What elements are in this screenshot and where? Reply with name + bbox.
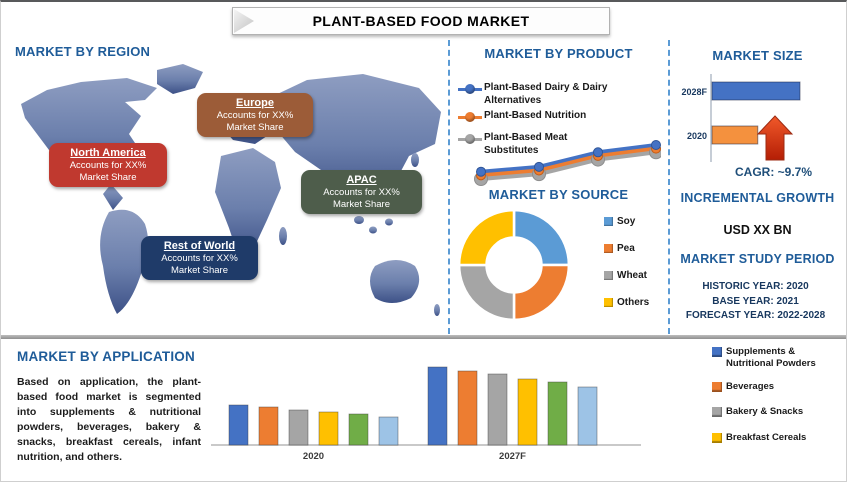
forecast-year: FORECAST YEAR: 2022-2028 (685, 310, 826, 321)
page-title-text: PLANT-BASED FOOD MARKET (312, 13, 530, 29)
line-marker-icon (458, 133, 482, 145)
region-callout-apac: APAC Accounts for XX% Market Share (301, 170, 422, 214)
legend-item: Breakfast Cereals (712, 432, 844, 444)
callout-line1: Accounts for XX% (69, 160, 147, 171)
application-paragraph: Based on application, the plant-based fo… (17, 376, 201, 463)
callout-title: Rest of World (163, 240, 236, 252)
legend-item: Plant-Based Meat Substitutes (458, 132, 608, 157)
legend-label: Others (617, 297, 650, 308)
swatch-icon (712, 347, 722, 357)
svg-text:2028F: 2028F (681, 87, 707, 97)
market-size-bar-chart: 2028F 2020 (681, 74, 801, 162)
horizontal-divider (1, 335, 846, 339)
svg-text:2020: 2020 (303, 451, 324, 462)
product-heading: MARKET BY PRODUCT (484, 46, 633, 61)
callout-line2: Market Share (226, 122, 284, 133)
legend-label: Breakfast Cereals (726, 432, 807, 444)
market-size-heading: MARKET SIZE (712, 48, 803, 63)
callout-line1: Accounts for XX% (161, 253, 238, 264)
legend-item: Soy (604, 216, 649, 227)
swatch-icon (604, 271, 613, 280)
chevron-right-icon (234, 9, 254, 33)
line-marker-icon (458, 111, 482, 123)
legend-label: Wheat (617, 270, 647, 281)
callout-title: North America (70, 147, 146, 159)
legend-label: Plant-Based Dairy & Dairy Alternatives (484, 82, 608, 106)
legend-label: Plant-Based Nutrition (484, 110, 587, 121)
incremental-growth-value: USD XX BN (723, 223, 792, 237)
historic-year: HISTORIC YEAR: 2020 (702, 281, 809, 292)
callout-line2: Market Share (332, 199, 391, 210)
legend-label: Supplements & Nutritional Powders (726, 346, 816, 370)
legend-label: Bakery & Snacks (726, 406, 804, 418)
callout-title: APAC (346, 174, 377, 186)
legend-item: Pea (604, 243, 649, 254)
line-marker-icon (458, 83, 482, 95)
legend-label: Plant-Based Meat Substitutes (484, 132, 568, 156)
callout-line2: Market Share (79, 172, 137, 183)
svg-text:2027F: 2027F (499, 451, 526, 462)
legend-item: Supplements & Nutritional Powders (712, 346, 844, 371)
callout-line1: Accounts for XX% (323, 187, 400, 198)
region-callout-europe: Europe Accounts for XX% Market Share (197, 93, 313, 137)
callout-line1: Accounts for XX% (216, 110, 294, 121)
legend-item: Plant-Based Dairy & Dairy Alternatives (458, 82, 608, 107)
swatch-icon (712, 407, 722, 418)
application-heading: MARKET BY APPLICATION (17, 349, 195, 364)
legend-item: Beverages (712, 381, 844, 393)
swatch-icon (712, 433, 722, 444)
callout-title: Europe (236, 97, 274, 109)
svg-text:2020: 2020 (687, 131, 707, 141)
source-heading: MARKET BY SOURCE (488, 187, 629, 202)
product-legend: Plant-Based Dairy & Dairy Alternatives P… (458, 82, 608, 160)
application-bar-chart: 2020 2027F (211, 366, 641, 462)
source-legend: Soy Pea Wheat Others (604, 216, 649, 324)
source-donut-chart (457, 208, 571, 322)
cagr-label: CAGR: ~9.7% (734, 165, 813, 179)
application-legend: Supplements & Nutritional Powders Bevera… (712, 346, 844, 455)
product-line-chart (474, 140, 661, 186)
region-callout-rest-of-world: Rest of World Accounts for XX% Market Sh… (141, 236, 258, 280)
region-callout-north-america: North America Accounts for XX% Market Sh… (49, 143, 167, 187)
legend-label: Soy (617, 216, 636, 227)
page-title: PLANT-BASED FOOD MARKET (232, 7, 610, 35)
vertical-divider-right (668, 40, 670, 334)
vertical-divider-left (448, 40, 450, 334)
region-heading: MARKET BY REGION (15, 44, 151, 59)
swatch-icon (604, 244, 613, 253)
legend-item: Others (604, 297, 649, 308)
legend-item: Wheat (604, 270, 649, 281)
legend-item: Bakery & Snacks (712, 406, 844, 418)
callout-line2: Market Share (170, 265, 229, 276)
swatch-icon (712, 381, 722, 392)
legend-label: Pea (617, 243, 635, 254)
swatch-icon (604, 298, 613, 307)
incremental-growth-heading: INCREMENTAL GROWTH (680, 191, 835, 205)
swatch-icon (604, 217, 613, 226)
study-period-heading: MARKET STUDY PERIOD (680, 252, 835, 266)
study-period-lines: HISTORIC YEAR: 2020 BASE YEAR: 2021 FORE… (663, 280, 846, 324)
legend-label: Beverages (726, 380, 775, 392)
base-year: BASE YEAR: 2021 (712, 295, 799, 307)
legend-item: Plant-Based Nutrition (458, 110, 608, 123)
